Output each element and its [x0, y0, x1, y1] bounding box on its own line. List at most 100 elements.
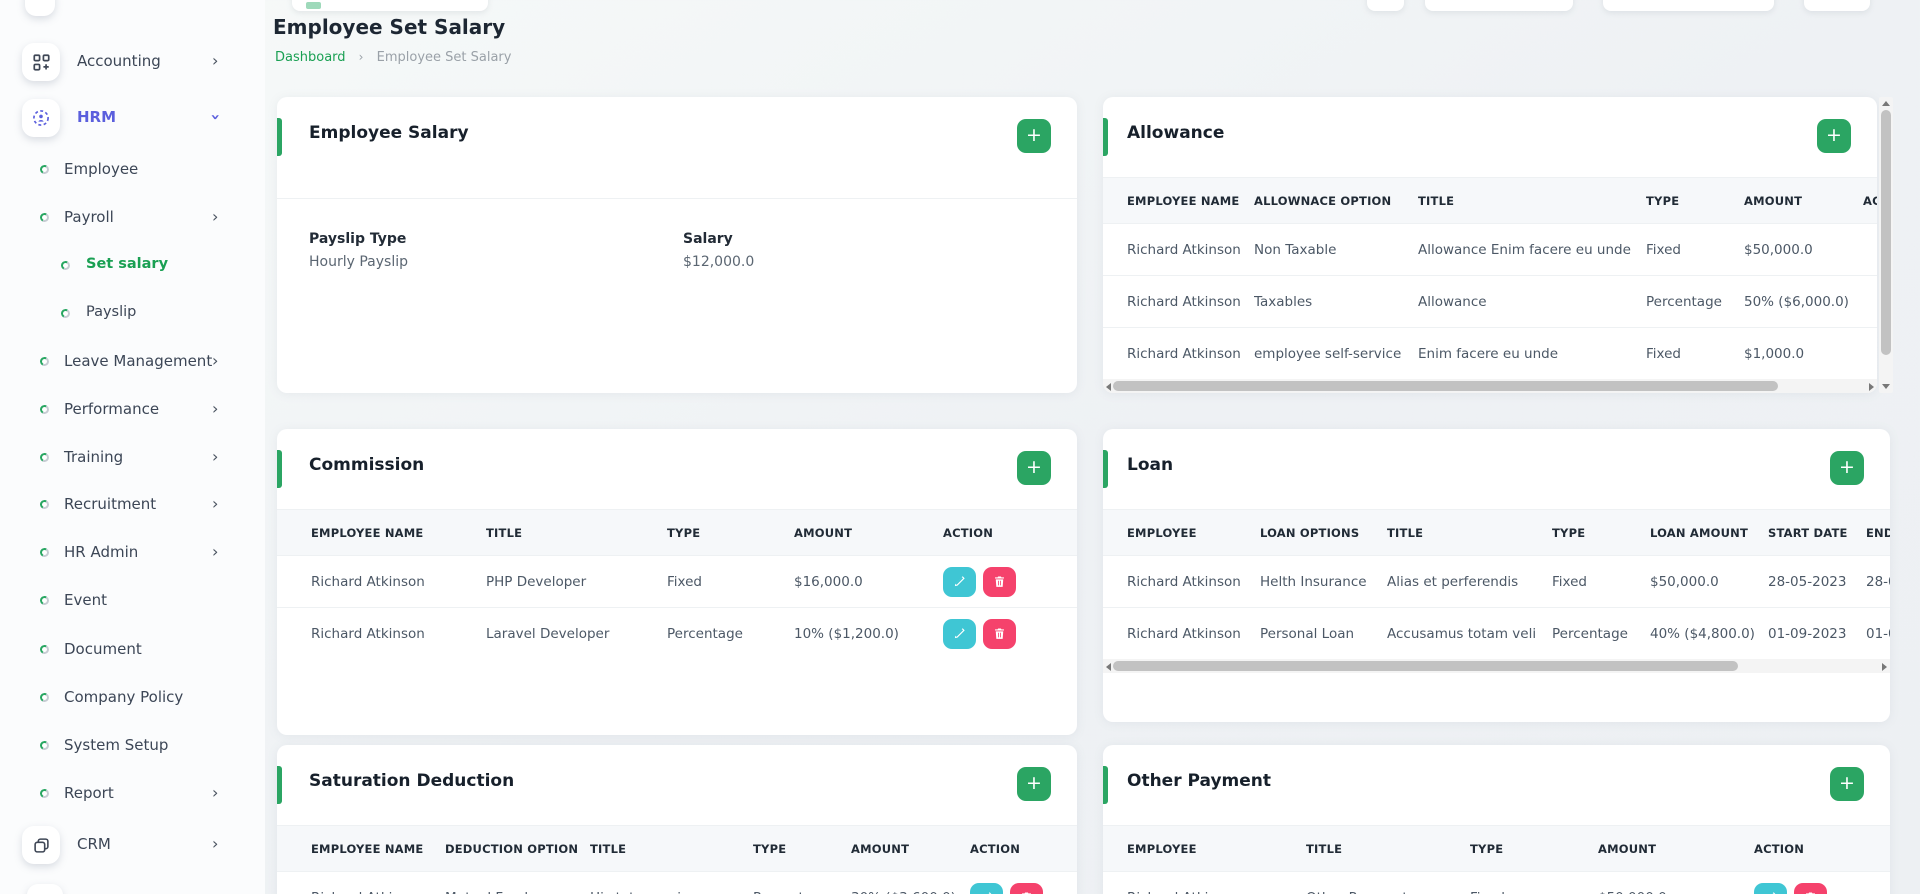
table-header-row: EMPLOYEE NAME DEDUCTION OPTION TITLE TYPE AM… [277, 825, 1077, 871]
delete-button[interactable] [1794, 882, 1827, 894]
allowance-vertical-scrollbar[interactable] [1879, 97, 1893, 393]
table-cell: Other Payment [1306, 890, 1470, 894]
delete-button[interactable] [983, 566, 1016, 597]
scroll-up-icon[interactable] [1882, 101, 1890, 106]
bullet-icon [38, 546, 51, 559]
add-allowance-button[interactable]: + [1817, 119, 1851, 153]
breadcrumb-dashboard-link[interactable]: Dashboard [275, 50, 346, 65]
sidebar-item-set-salary[interactable]: Set salary [0, 242, 265, 290]
action-cell [1754, 882, 1874, 894]
column-header: TYPE [667, 525, 701, 540]
sidebar-item-document[interactable]: Document [0, 626, 265, 674]
delete-button[interactable] [983, 618, 1016, 649]
topbar-button-partial[interactable] [1804, 0, 1870, 11]
column-header: TITLE [590, 841, 627, 856]
sidebar-item-crm[interactable]: CRM › [0, 821, 265, 869]
bullet-icon [38, 211, 51, 224]
edit-button[interactable] [943, 566, 976, 597]
sidebar-item-system-setup[interactable]: System Setup [0, 722, 265, 770]
loan-card: Loan + EMPLOYEE LOAN OPTIONS TITLE TYPE LOAN… [1103, 429, 1890, 722]
commission-card: Commission + EMPLOYEE NAME TITLE TYPE AMOUN… [277, 429, 1077, 735]
edit-button[interactable] [970, 882, 1003, 894]
sidebar-item-event[interactable]: Event [0, 577, 265, 625]
table-cell: Non Taxable [1254, 241, 1337, 258]
table-cell: 01-0 [1866, 625, 1890, 642]
sidebar-item-payslip[interactable]: Payslip [0, 290, 265, 338]
saturation-deduction-card: Saturation Deduction + EMPLOYEE NAME DEDU… [277, 745, 1077, 894]
allowance-horizontal-scrollbar[interactable] [1103, 379, 1877, 393]
table-cell: PHP Developer [486, 573, 587, 590]
sidebar-item-label: CRM [77, 835, 111, 853]
sidebar-item-performance[interactable]: Performance › [0, 386, 265, 434]
page-title: Employee Set Salary [273, 15, 506, 39]
scroll-right-icon[interactable] [1869, 383, 1874, 391]
table-cell: $50,000.0 [1650, 573, 1719, 590]
edit-button[interactable] [943, 618, 976, 649]
table-row: Richard Atkinson Taxables Allowance Percent… [1103, 275, 1877, 327]
add-salary-button[interactable]: + [1017, 119, 1051, 153]
sidebar-item-report[interactable]: Report › [0, 770, 265, 818]
sidebar-item-training[interactable]: Training › [0, 434, 265, 482]
scroll-down-icon[interactable] [1882, 384, 1890, 389]
sidebar-item-label: HRM [77, 108, 117, 126]
table-cell: Fixed [667, 573, 702, 590]
column-header: TYPE [1646, 193, 1680, 208]
table-row: Richard Atkinson Personal Loan Accusamus t… [1103, 607, 1890, 659]
scroll-left-icon[interactable] [1106, 663, 1111, 671]
sidebar-item-accounting[interactable]: Accounting › [0, 38, 265, 86]
column-header: ACTION [1754, 841, 1805, 856]
sidebar-item-leave-management[interactable]: Leave Management › [0, 338, 265, 386]
card-title: Allowance [1127, 123, 1225, 143]
topbar-button-partial[interactable] [1367, 0, 1404, 11]
commission-table: EMPLOYEE NAME TITLE TYPE AMOUNT ACTION Richar… [277, 509, 1077, 659]
card-title: Employee Salary [309, 123, 469, 143]
table-header-row: EMPLOYEE NAME ALLOWNACE OPTION TITLE TYPE AM… [1103, 177, 1877, 223]
column-header: EMPLOYEE [1127, 525, 1197, 540]
table-cell: 50% ($6,000.0) [1744, 293, 1849, 310]
delete-button[interactable] [1010, 882, 1043, 894]
edit-button[interactable] [1754, 882, 1787, 894]
action-cell [943, 618, 1077, 649]
bullet-icon [38, 498, 51, 511]
card-accent-bar [1103, 450, 1108, 488]
sidebar-item-hr-admin[interactable]: HR Admin › [0, 529, 265, 577]
add-deduction-button[interactable]: + [1017, 767, 1051, 801]
loan-table: EMPLOYEE LOAN OPTIONS TITLE TYPE LOAN AMOUNT… [1103, 509, 1890, 659]
sidebar-item-payroll[interactable]: Payroll › [0, 194, 265, 242]
sidebar-bottom-partial[interactable] [27, 884, 63, 894]
table-cell: Percentage [1552, 625, 1628, 642]
search-leaf-icon [306, 2, 321, 9]
table-cell: Percentage [1646, 293, 1722, 310]
column-header: TITLE [1387, 525, 1424, 540]
table-cell: Enim facere eu unde [1418, 345, 1559, 362]
sidebar-item-label: System Setup [64, 736, 169, 754]
table-cell: $50,000.0 [1744, 241, 1813, 258]
topbar-search-partial[interactable] [292, 0, 488, 11]
logo-partial[interactable] [25, 0, 55, 16]
action-cell [943, 566, 1077, 597]
column-header: TITLE [1418, 193, 1455, 208]
topbar-button-partial[interactable] [1603, 0, 1774, 11]
card-accent-bar [1103, 766, 1108, 804]
topbar-button-partial[interactable] [1425, 0, 1573, 11]
column-header: LOAN OPTIONS [1260, 525, 1360, 540]
add-loan-button[interactable]: + [1830, 451, 1864, 485]
add-other-payment-button[interactable]: + [1830, 767, 1864, 801]
sidebar-item-company-policy[interactable]: Company Policy [0, 674, 265, 722]
sidebar-item-hrm[interactable]: HRM › [0, 94, 265, 142]
scroll-right-icon[interactable] [1882, 663, 1887, 671]
add-commission-button[interactable]: + [1017, 451, 1051, 485]
sidebar-item-recruitment[interactable]: Recruitment › [0, 481, 265, 529]
table-cell: Fixed [1552, 573, 1587, 590]
loan-horizontal-scrollbar[interactable] [1103, 659, 1890, 673]
breadcrumb-current: Employee Set Salary [376, 50, 512, 65]
bullet-icon [38, 594, 51, 607]
chevron-right-icon: › [212, 207, 219, 226]
table-cell: Laravel Developer [486, 625, 610, 642]
scroll-left-icon[interactable] [1106, 383, 1111, 391]
sidebar-item-employee[interactable]: Employee [0, 146, 265, 194]
other-payment-table: EMPLOYEE TITLE TYPE AMOUNT ACTION Richard Atk… [1103, 825, 1890, 894]
table-cell: $1,000.0 [1744, 345, 1805, 362]
column-header: EMPLOYEE NAME [311, 525, 424, 540]
table-cell: Richard Atkinson [1127, 573, 1241, 590]
